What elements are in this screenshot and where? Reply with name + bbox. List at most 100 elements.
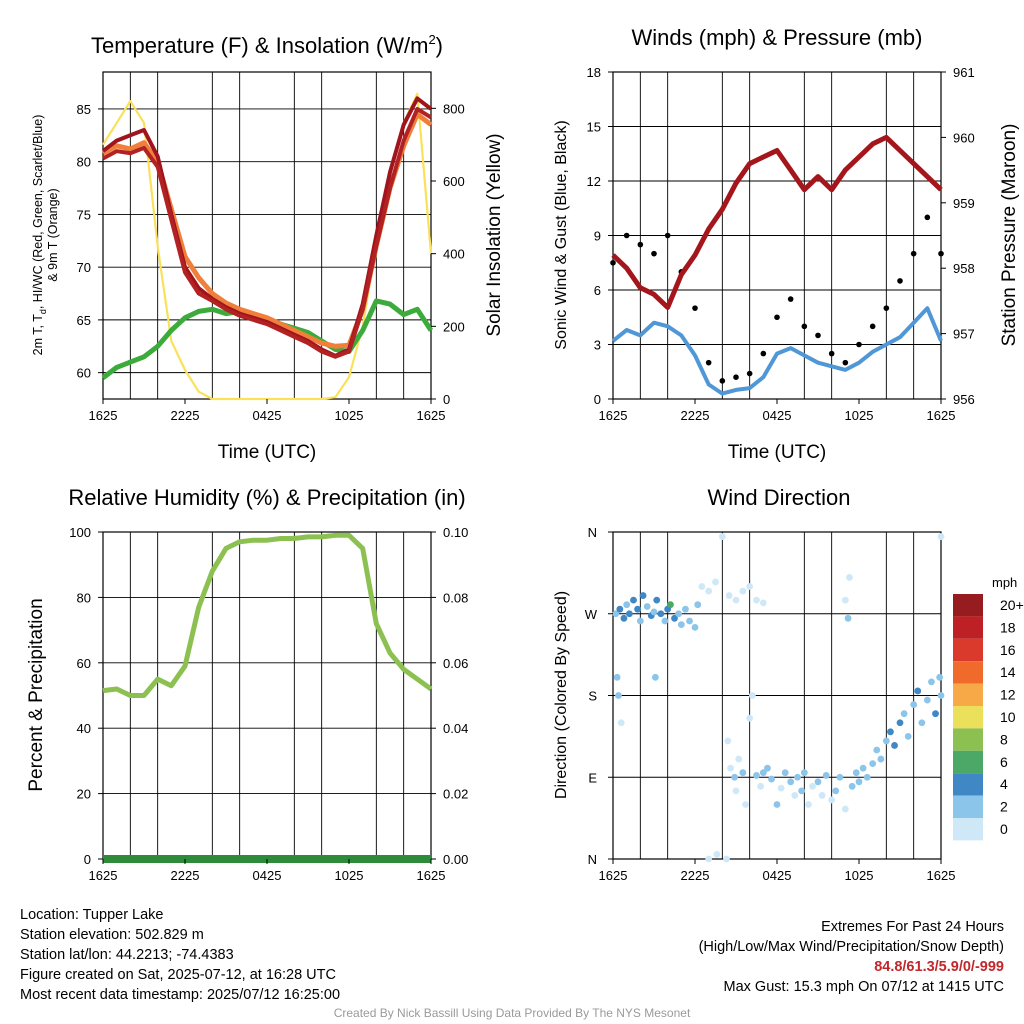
legend-swatch xyxy=(953,728,983,751)
direction-point xyxy=(651,673,659,681)
gust-point xyxy=(733,374,739,381)
direction-point xyxy=(718,533,726,540)
gust-point xyxy=(637,241,644,248)
direction-point xyxy=(732,596,740,604)
legend-label: 18 xyxy=(1000,619,1016,635)
direction-point xyxy=(863,773,871,781)
station-elevation: Station elevation: 502.829 m xyxy=(20,927,204,943)
direction-point xyxy=(623,601,631,609)
wind-x-axis: 1625 2225 0425 1025 1625 xyxy=(599,399,955,423)
dir-left-axis: N E S W N xyxy=(585,525,613,867)
direction-point xyxy=(634,605,641,613)
y-right-tick-label: 0.08 xyxy=(443,590,468,605)
legend-swatch xyxy=(953,706,983,729)
y-tick-label: 0 xyxy=(594,392,601,407)
x-tick-label: 1025 xyxy=(845,408,874,423)
direction-point xyxy=(923,696,931,704)
direction-point xyxy=(677,621,685,629)
x-tick-label: 1025 xyxy=(335,868,364,883)
direction-point xyxy=(698,583,706,590)
gust-point xyxy=(692,305,698,311)
direction-point xyxy=(735,755,743,763)
direction-point xyxy=(705,855,713,863)
y-tick-label: 0 xyxy=(84,852,91,867)
wind-x-axis-label: Time (UTC) xyxy=(728,442,827,463)
direction-point xyxy=(731,773,739,781)
direction-point xyxy=(613,673,621,681)
legend-label: 20+ xyxy=(1000,597,1024,613)
station-info: Location: Tupper Lake Station elevation:… xyxy=(20,905,340,1005)
gust-point xyxy=(746,370,753,377)
x-tick-label: 1625 xyxy=(417,868,446,883)
wind-left-axis: 0 3 6 9 12 15 18 xyxy=(587,65,613,407)
direction-point xyxy=(712,578,719,586)
direction-point xyxy=(615,692,622,699)
direction-point xyxy=(896,719,904,727)
x-tick-label: 1625 xyxy=(599,868,628,883)
y-tick-label: 60 xyxy=(77,656,91,671)
y-tick-label: 18 xyxy=(587,65,601,80)
station-latlon: Station lat/lon: 44.2213; -74.4383 xyxy=(20,947,234,963)
direction-point xyxy=(937,692,945,699)
direction-point xyxy=(727,764,734,772)
legend-label: 6 xyxy=(1000,754,1008,770)
rh-left-axis-label: Percent & Precipitation xyxy=(26,598,47,791)
gust-point xyxy=(856,341,862,348)
x-tick-label: 0425 xyxy=(763,868,792,883)
direction-point xyxy=(739,587,747,595)
x-tick-label: 1025 xyxy=(845,868,874,883)
legend-swatch xyxy=(953,795,983,818)
direction-point xyxy=(822,772,830,779)
series-wind xyxy=(611,306,943,396)
extremes-heading: Extremes For Past 24 Hours xyxy=(821,919,1004,935)
y-right-tick-label: 200 xyxy=(443,319,465,334)
direction-point xyxy=(873,746,881,754)
direction-point xyxy=(852,769,860,777)
wind-left-axis-label: Sonic Wind & Gust (Blue, Black) xyxy=(553,120,570,349)
credit-line: Created By Nick Bassill Using Data Provi… xyxy=(333,1006,691,1020)
legend-label: 10 xyxy=(1000,709,1016,725)
direction-point xyxy=(800,769,808,777)
y-right-tick-label: 0 xyxy=(443,392,450,407)
y-right-tick-label: 800 xyxy=(443,101,465,116)
direction-point xyxy=(691,623,699,631)
series-temp xyxy=(102,106,433,359)
gust-point xyxy=(815,332,821,339)
max-gust: Max Gust: 15.3 mph On 07/12 at 1415 UTC xyxy=(723,979,1004,995)
x-tick-label: 2225 xyxy=(681,868,710,883)
legend-label: 14 xyxy=(1000,664,1016,680)
direction-point xyxy=(932,710,939,718)
direction-point xyxy=(832,787,840,795)
direction-point xyxy=(936,673,944,681)
gust-point xyxy=(897,278,903,284)
y-right-tick-label: 959 xyxy=(953,196,975,211)
direction-point xyxy=(682,605,689,613)
gust-point xyxy=(651,250,657,257)
speed-legend: 20+ 18 16 14 12 10 8 6 4 2 0 xyxy=(953,594,1024,841)
direction-point xyxy=(918,719,926,727)
direction-point xyxy=(768,775,775,783)
gust-point xyxy=(774,314,780,321)
gust-point xyxy=(910,250,917,257)
x-tick-label: 1625 xyxy=(89,408,118,423)
x-tick-label: 1625 xyxy=(417,408,446,423)
direction-point xyxy=(753,596,760,604)
y-tick-label: 6 xyxy=(594,283,601,298)
station-location: Location: Tupper Lake xyxy=(20,907,164,923)
direction-point xyxy=(620,614,628,622)
legend-swatch xyxy=(953,750,983,774)
y-tick-label: W xyxy=(585,607,598,622)
direction-point xyxy=(742,801,749,808)
direction-point xyxy=(900,710,908,718)
wind-right-axis: 956 957 958 959 960 961 xyxy=(941,65,975,407)
extremes-values: 84.8/61.3/5.9/0/-999 xyxy=(874,959,1004,975)
gust-point xyxy=(883,305,890,311)
y-right-tick-label: 600 xyxy=(443,174,465,189)
temp-right-axis-label: Solar Insolation (Yellow) xyxy=(484,133,505,336)
direction-point xyxy=(814,778,822,786)
direction-point xyxy=(724,737,732,745)
gust-point xyxy=(938,250,944,257)
legend-label: 2 xyxy=(1000,799,1008,815)
gust-point xyxy=(719,378,726,384)
legend-swatch xyxy=(953,818,983,841)
